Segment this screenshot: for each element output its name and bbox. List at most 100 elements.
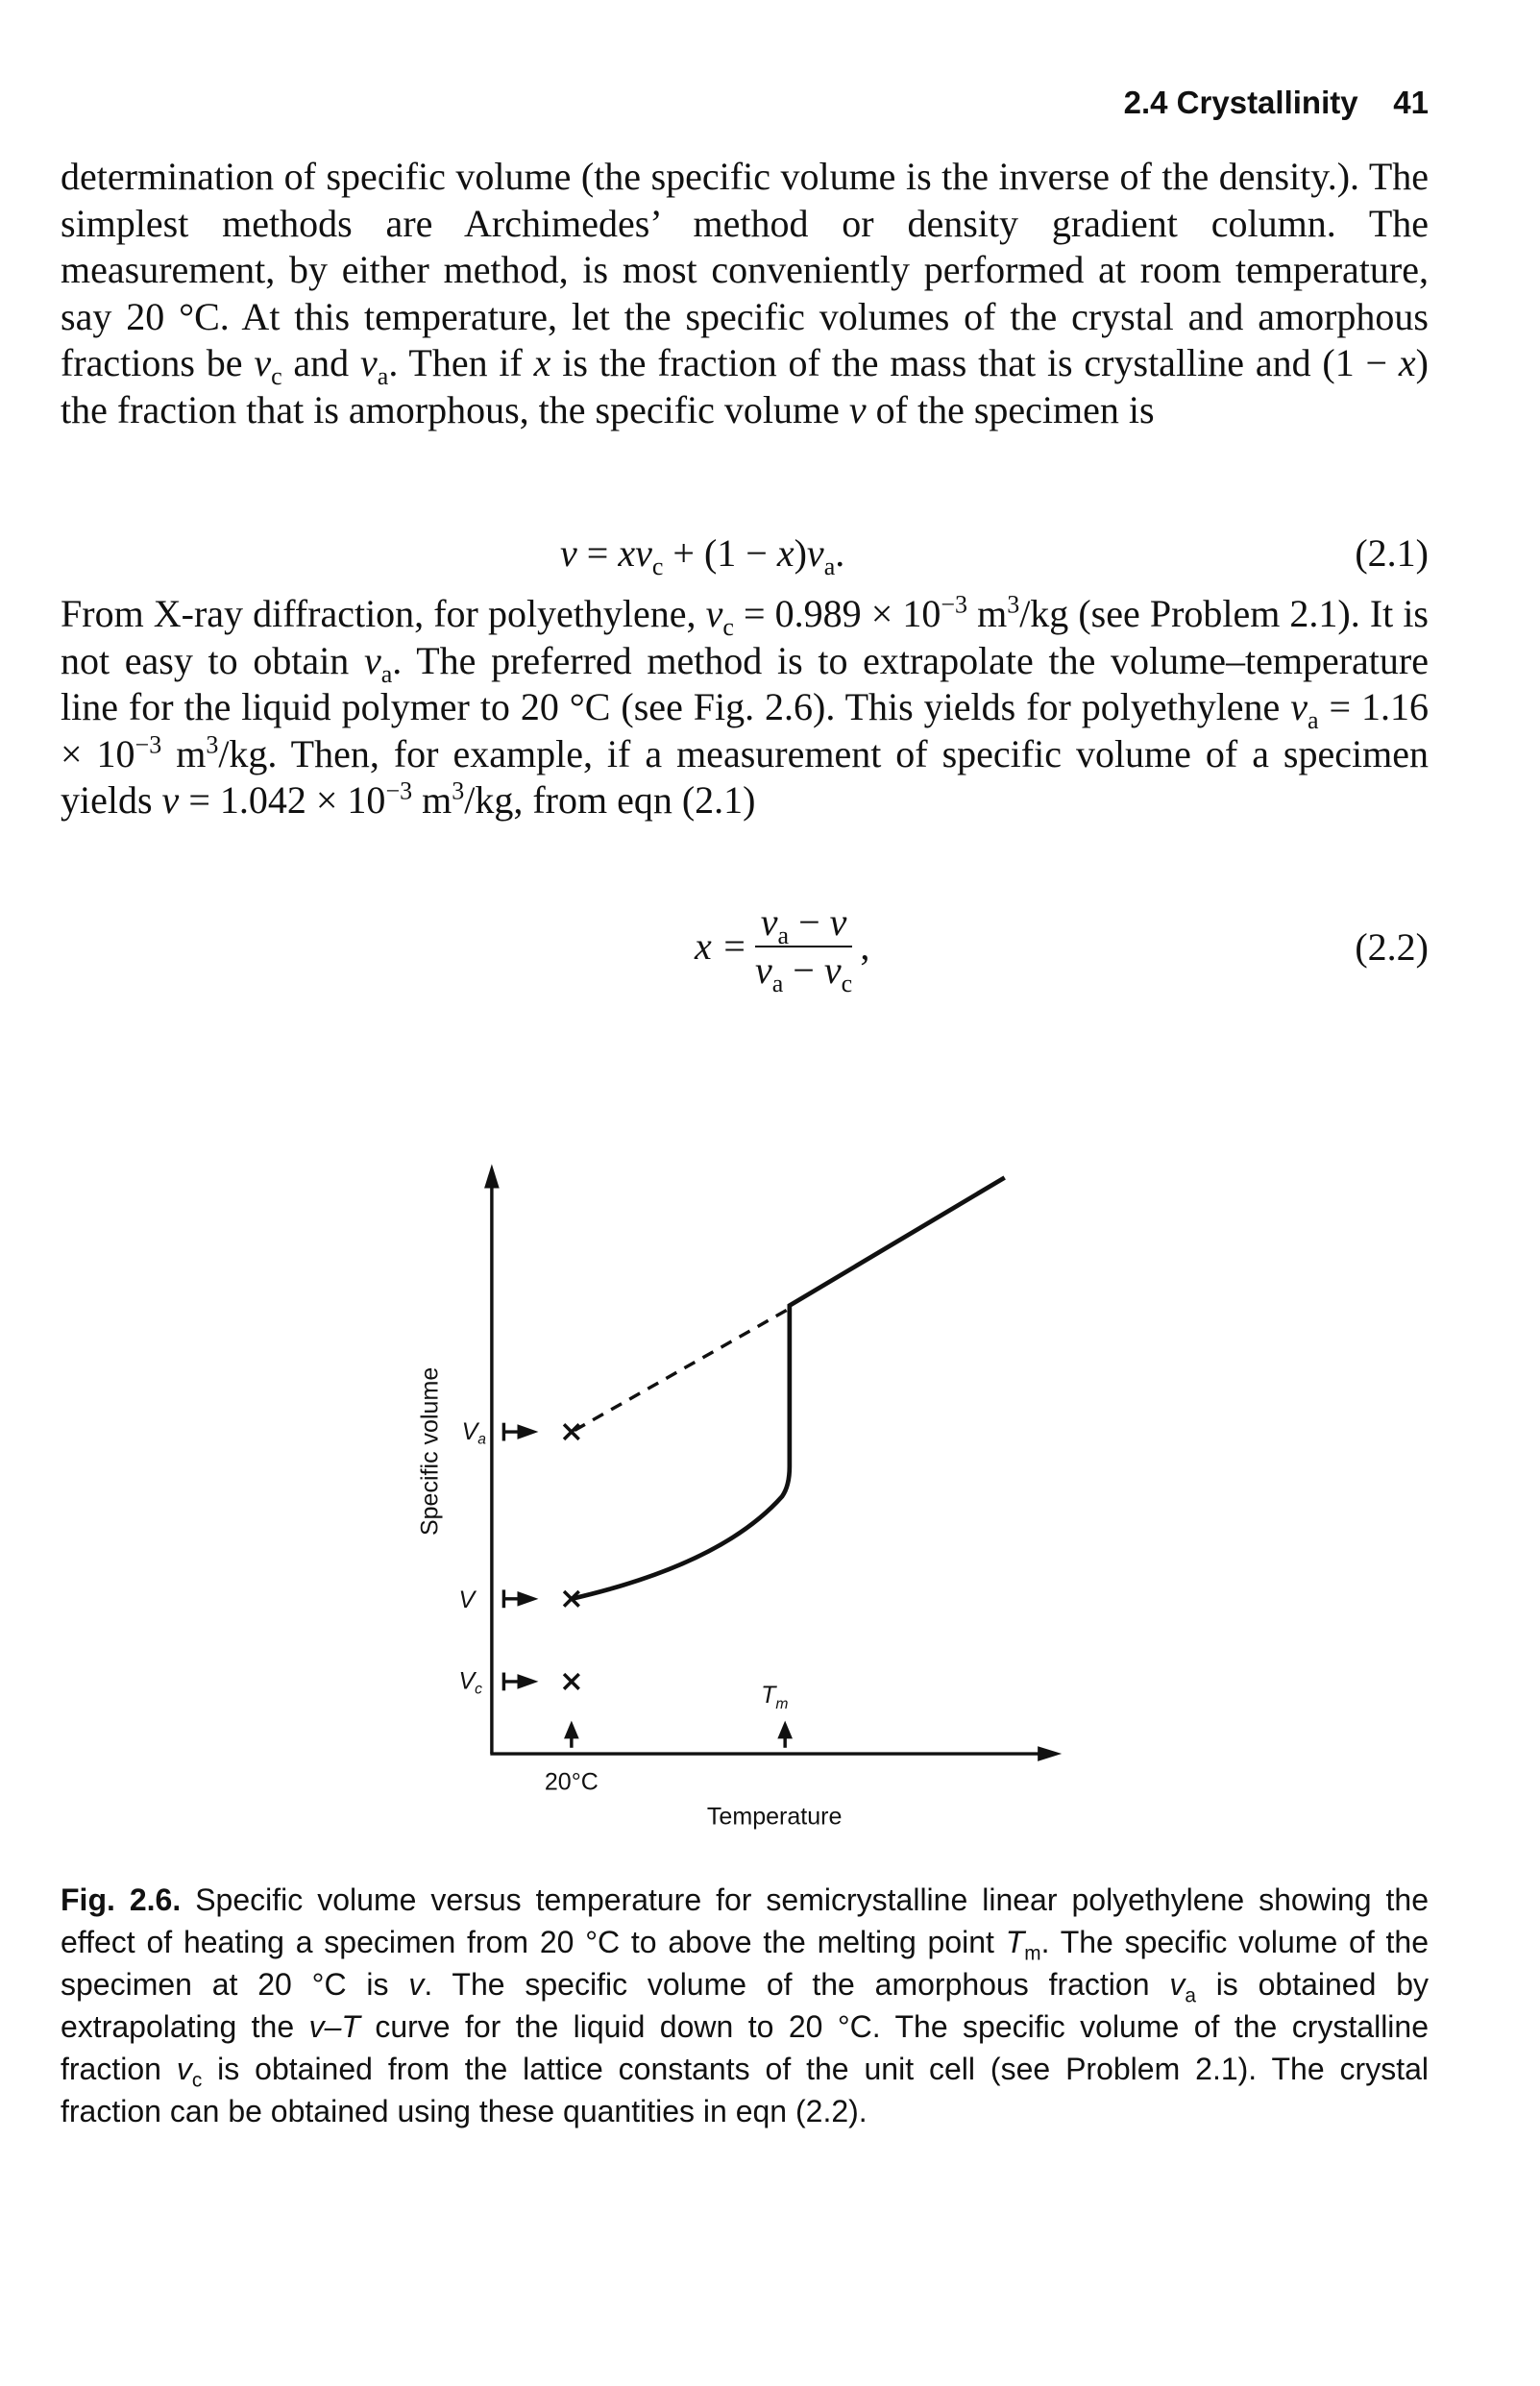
text-run: c: [475, 1681, 482, 1697]
text-run: v: [363, 638, 381, 682]
graphic: va − vc: [754, 947, 853, 997]
graphic: [517, 1674, 539, 1689]
text-run: a: [823, 553, 836, 580]
text-run: . The specific volume of the specimen at…: [61, 1925, 1430, 2002]
text-run: From X-ray diffraction, for polyethylene…: [61, 592, 706, 635]
text-run: ): [794, 531, 807, 575]
text-run: is obtained by extrapolating the: [61, 1967, 1430, 2044]
text-run: c: [722, 613, 734, 641]
text-run: a: [1185, 1984, 1196, 2007]
text-run: . The preferred method is to extrapolate…: [61, 638, 1429, 729]
graphic: [517, 1424, 539, 1439]
text-run: −: [783, 948, 824, 992]
text-run: −: [789, 900, 830, 944]
section-title: 2.4 Crystallinity: [1123, 85, 1358, 120]
running-header: 2.4 Crystallinity 41: [61, 85, 1429, 121]
equation-number: (2.1): [1355, 531, 1429, 575]
v-label: V: [458, 1587, 477, 1613]
text-run: v: [360, 341, 378, 384]
text-run: x =: [695, 924, 747, 968]
graphic: [562, 1589, 580, 1608]
text-run: v: [848, 387, 867, 431]
tm-label: Tm: [761, 1682, 788, 1712]
text-run: a: [477, 1432, 486, 1448]
text-run: a: [377, 362, 389, 390]
text-run: /kg, from eqn (2.1): [464, 778, 756, 822]
text-run: v: [823, 948, 842, 992]
text-run: v: [176, 2052, 192, 2086]
text-run: −3: [385, 776, 413, 805]
graphic: [484, 1164, 500, 1189]
text-run: v: [829, 900, 847, 944]
paragraph: determination of specific volume (the sp…: [61, 154, 1429, 433]
text-run: c: [271, 362, 282, 390]
text-run: m: [161, 731, 207, 775]
text-run: v: [754, 948, 772, 992]
graphic: [564, 1720, 579, 1739]
paragraph: From X-ray diffraction, for polyethylene…: [61, 591, 1429, 824]
text-run: v: [1290, 685, 1308, 728]
volume-curve: [571, 1175, 1006, 1602]
equation: x = va − v va − vc, (2.2): [61, 899, 1429, 996]
va-label: Va: [462, 1418, 487, 1448]
text-run: c: [841, 970, 853, 997]
text-run: c: [651, 553, 664, 580]
equation-body: v = xvc + (1 − x)va.: [560, 530, 844, 580]
text-run: v: [1169, 1967, 1186, 2002]
figure-caption: Fig. 2.6. Specific volume versus tempera…: [61, 1879, 1429, 2132]
text-run: = 1.042 × 10: [179, 778, 386, 822]
graphic: [1038, 1746, 1063, 1761]
x-mark-label: 20°C: [545, 1769, 599, 1796]
text-run: m: [1024, 1942, 1041, 1965]
text-run: = 1.16 × 10: [61, 685, 1429, 775]
text-run: V: [462, 1418, 480, 1445]
graphic: [562, 1423, 580, 1441]
graphic: [777, 1720, 793, 1739]
page-number: 41: [1393, 85, 1429, 120]
text-run: m: [967, 592, 1008, 635]
equation-number: (2.2): [1355, 925, 1429, 969]
text-run: m: [412, 778, 452, 822]
figure: Specific volume Va V Vc Tm 20°C Temperat…: [417, 1164, 1063, 1831]
arrowheads: [484, 1164, 1063, 1761]
text-run: xv: [618, 531, 652, 575]
text-run: v: [161, 778, 180, 822]
text-run: c: [191, 2069, 203, 2092]
y-axis-label: Specific volume: [417, 1367, 444, 1536]
text-run: a: [771, 970, 784, 997]
text-run: . Then if: [388, 341, 534, 384]
text-run: curve for the liquid down to 20 °C. The …: [61, 2009, 1430, 2086]
text-run: = 0.989 × 10: [733, 592, 941, 635]
text-run: 3: [206, 730, 219, 759]
text-run: Fig. 2.6.: [61, 1882, 182, 1917]
x-axis-label: Temperature: [707, 1804, 843, 1831]
text-run: v: [560, 531, 577, 575]
text-run: . The specific volume of the amorphous f…: [424, 1967, 1170, 2002]
text-run: v–T: [308, 2009, 360, 2044]
text-run: T: [1005, 1925, 1025, 1959]
crosses: [562, 1423, 580, 1690]
text-run: T: [761, 1682, 777, 1709]
text-run: x: [1398, 341, 1416, 384]
text-run: is the fraction of the mass that is crys…: [550, 341, 1399, 384]
text-run: /kg. Then, for example, if a measurement…: [61, 731, 1429, 823]
text-run: ,: [860, 924, 870, 968]
text-run: −3: [134, 730, 162, 759]
text-run: V: [458, 1668, 477, 1695]
graphic: [562, 1672, 580, 1690]
text-run: v: [806, 531, 824, 575]
figure-lines: [490, 1175, 1050, 1756]
text-run: + (1 −: [663, 531, 777, 575]
extrapolation: [574, 1307, 791, 1432]
graphic: [517, 1590, 539, 1607]
text-run: of the specimen is: [866, 387, 1155, 431]
text-run: 3: [1007, 590, 1020, 619]
text-run: Specific volume versus temperature for s…: [61, 1882, 1430, 1959]
text-run: 3: [452, 776, 465, 805]
text-run: m: [775, 1696, 788, 1712]
text-run: −3: [941, 590, 967, 619]
text-run: x: [533, 341, 551, 384]
text-run: x: [776, 531, 794, 575]
